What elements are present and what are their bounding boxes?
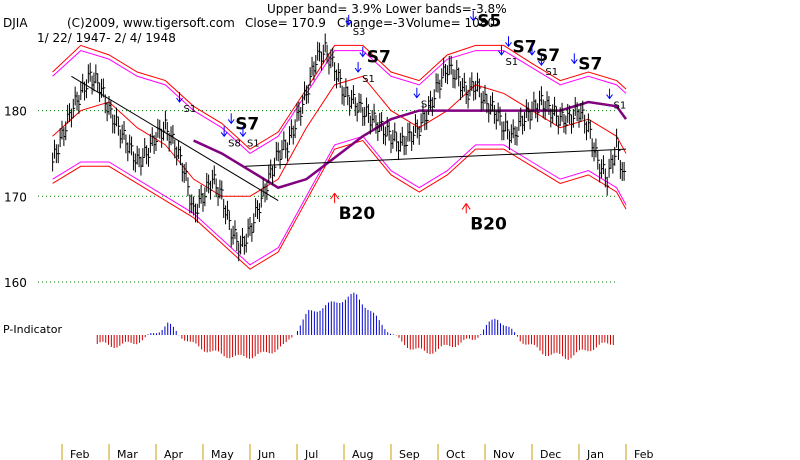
date-range: 1/ 22/ 1947- 2/ 4/ 1948 — [37, 31, 176, 45]
indicator-label: P-Indicator — [3, 323, 62, 336]
signal-s1: S1 — [421, 100, 434, 111]
signal-s3: S3 — [353, 27, 366, 38]
credit: (C)2009, www.tigersoft.com — [67, 16, 235, 30]
close-value: Close= 170.9 — [245, 16, 326, 30]
x-tick-label-feb: Feb — [634, 448, 653, 460]
signal-s1: S1 — [505, 57, 518, 68]
sell-arrow-icon — [528, 44, 536, 56]
grid — [38, 110, 615, 283]
x-tick-label-mar: Mar — [117, 448, 138, 460]
x-tick-label-jan: Jan — [586, 448, 604, 460]
x-tick-label-aug: Aug — [352, 448, 373, 460]
signal-s7: S7 — [536, 46, 560, 66]
line-lower-band-outer — [52, 139, 627, 270]
signal-s7: S7 — [578, 54, 602, 74]
signal-s5: S5 — [477, 12, 501, 32]
sell-arrow-icon — [570, 53, 578, 65]
sell-arrow-icon — [354, 62, 362, 73]
sell-arrow-icon — [239, 126, 247, 138]
sell-arrow-icon — [359, 46, 367, 58]
sell-arrow-icon — [538, 55, 545, 66]
sell-arrow-icon — [498, 44, 505, 56]
band-info: Upper band= 3.9% Lower bands=-3.8% — [267, 2, 507, 16]
signal-b20: B20 — [339, 204, 376, 224]
signal-s1: S1 — [247, 138, 260, 149]
x-tick-label-oct: Oct — [446, 448, 466, 460]
sell-arrow-icon — [176, 92, 183, 103]
sell-arrow-icon — [606, 88, 613, 100]
signal-s1: S1 — [545, 67, 558, 78]
x-tick-label-jun: Jun — [257, 448, 275, 460]
x-tick-label-may: May — [211, 448, 234, 460]
series-lines — [52, 44, 628, 270]
x-tick-label-sep: Sep — [399, 448, 420, 460]
signal-s7: S7 — [235, 114, 259, 134]
sell-arrow-icon — [413, 87, 421, 99]
sell-arrow-icon — [227, 113, 235, 125]
index-name: DJIA — [3, 16, 28, 30]
sell-arrow-icon — [469, 10, 477, 22]
x-tick-label-jul: Jul — [304, 448, 318, 460]
sell-arrow-icon — [505, 36, 512, 48]
y-axis: 180 170 160 — [4, 105, 27, 290]
line-trendline-flat — [245, 148, 627, 167]
p-indicator — [96, 292, 614, 360]
sell-arrow-icon — [220, 126, 228, 138]
ytick-label-170: 170 — [4, 190, 27, 204]
x-tick-label-feb: Feb — [70, 448, 89, 460]
signal-s1: S1 — [362, 74, 375, 85]
x-tick-label-apr: Apr — [164, 448, 184, 460]
signal-s8: S8 — [228, 138, 241, 149]
signal-b20: B20 — [470, 214, 507, 234]
sell-arrow-icon — [345, 14, 353, 26]
line-ma — [52, 75, 627, 197]
line-upper-band-outer — [52, 44, 627, 150]
ytick-label-160: 160 — [4, 276, 27, 290]
signal-s1: S1 — [184, 104, 197, 115]
change-value: Change=-3 — [337, 16, 405, 30]
line-trendline-down — [71, 75, 279, 201]
signal-s1: S1 — [614, 101, 627, 112]
price-series — [52, 33, 627, 262]
line-lower-band — [52, 135, 627, 266]
ytick-label-180: 180 — [4, 105, 27, 119]
signal-s7: S7 — [367, 48, 391, 68]
x-axis: Feb Mar Apr May Jun Jul Aug Sep Oct Nov Dec Jan Feb — [61, 444, 653, 460]
x-tick-label-dec: Dec — [540, 448, 561, 460]
x-tick-label-nov: Nov — [493, 448, 515, 460]
buy-arrow-icon — [330, 192, 340, 204]
buy-arrow-icon — [461, 203, 471, 214]
line-upper-band — [52, 50, 627, 155]
